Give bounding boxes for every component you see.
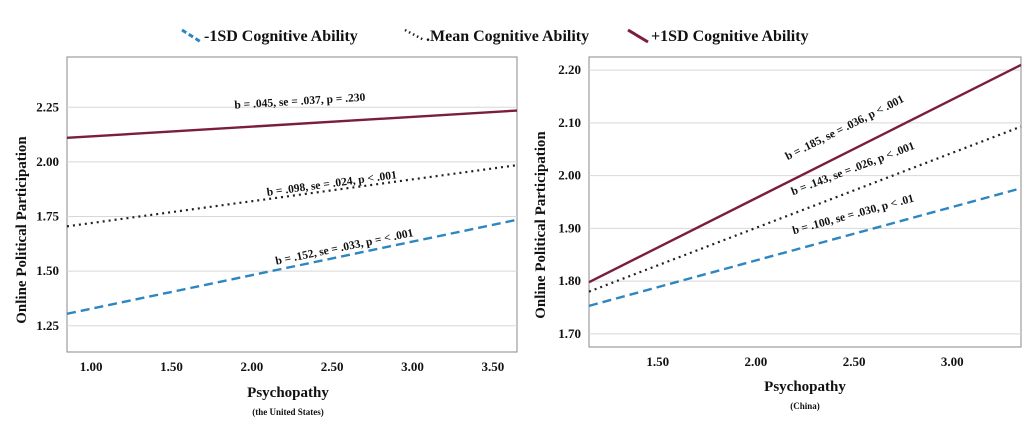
- x-axis-subtitle-china: (China): [790, 401, 820, 411]
- x-axis-title-us: Psychopathy: [247, 385, 329, 401]
- series-lines-us: [66, 109, 518, 315]
- legend-label-minus1sd: -1SD Cognitive Ability: [204, 28, 358, 45]
- y-tick-label-china-4: 2.10: [558, 115, 581, 130]
- series-line-china-0: [588, 63, 1022, 284]
- x-tick-label-china-2: 2.50: [843, 354, 866, 369]
- series-line-us-0: [66, 109, 518, 140]
- y-tick-label-china-3: 2.00: [558, 168, 581, 183]
- plot-area-china: [588, 56, 1022, 348]
- x-tick-label-us-2: 2.00: [240, 359, 263, 374]
- gridlines-us: [67, 106, 517, 327]
- y-axis-title-us: Online Political Participation: [14, 136, 30, 324]
- legend-label-plus1sd: +1SD Cognitive Ability: [651, 28, 809, 45]
- y-tick-label-us-1: 1.50: [36, 263, 59, 278]
- series-lines-china: [588, 63, 1022, 308]
- y-tick-label-china-0: 1.70: [558, 326, 581, 341]
- series-line-us-2: [66, 218, 518, 315]
- legend-label-mean: .Mean Cognitive Ability: [426, 28, 589, 45]
- x-tick-label-us-3: 2.50: [321, 359, 344, 374]
- legend-swatch-minus1sd: [181, 28, 202, 44]
- gridlines-china: [589, 69, 1021, 335]
- tick-labels-china: 1.70 1.80 1.90 2.00 2.10 2.20 1.50 2.00 2.50 3.00: [558, 62, 963, 369]
- y-tick-label-china-1: 1.80: [558, 273, 581, 288]
- legend: -1SD Cognitive Ability .Mean Cognitive A…: [181, 28, 809, 45]
- y-tick-label-us-0: 1.25: [36, 318, 59, 333]
- x-axis-title-china: Psychopathy: [764, 379, 846, 395]
- y-axis-title-china: Online Political Participation: [533, 131, 549, 319]
- y-tick-label-us-4: 2.25: [36, 99, 59, 114]
- y-tick-label-china-5: 2.20: [558, 62, 581, 77]
- x-tick-label-us-1: 1.50: [160, 359, 183, 374]
- y-tick-label-us-2: 1.75: [36, 209, 59, 224]
- series-line-china-1: [588, 125, 1022, 293]
- x-tick-label-us-0: 1.00: [80, 359, 103, 374]
- x-tick-label-us-5: 3.50: [482, 359, 505, 374]
- series-line-china-2: [588, 187, 1022, 308]
- x-axis-subtitle-us: (the United States): [252, 407, 324, 417]
- x-tick-label-china-0: 1.50: [646, 354, 669, 369]
- y-tick-label-us-3: 2.00: [36, 154, 59, 169]
- y-tick-label-china-2: 1.90: [558, 220, 581, 235]
- legend-swatch-mean: [404, 28, 425, 42]
- series-line-us-1: [66, 164, 518, 228]
- legend-swatch-plus1sd: [627, 28, 649, 44]
- x-tick-label-china-3: 3.00: [941, 354, 964, 369]
- tick-labels-us: 1.25 1.50 1.75 2.00 2.25 1.00 1.50 2.00 2.50 3.00…: [36, 99, 504, 374]
- x-tick-label-china-1: 2.00: [745, 354, 768, 369]
- plot-area-us: [66, 56, 518, 353]
- x-tick-label-us-4: 3.00: [401, 359, 424, 374]
